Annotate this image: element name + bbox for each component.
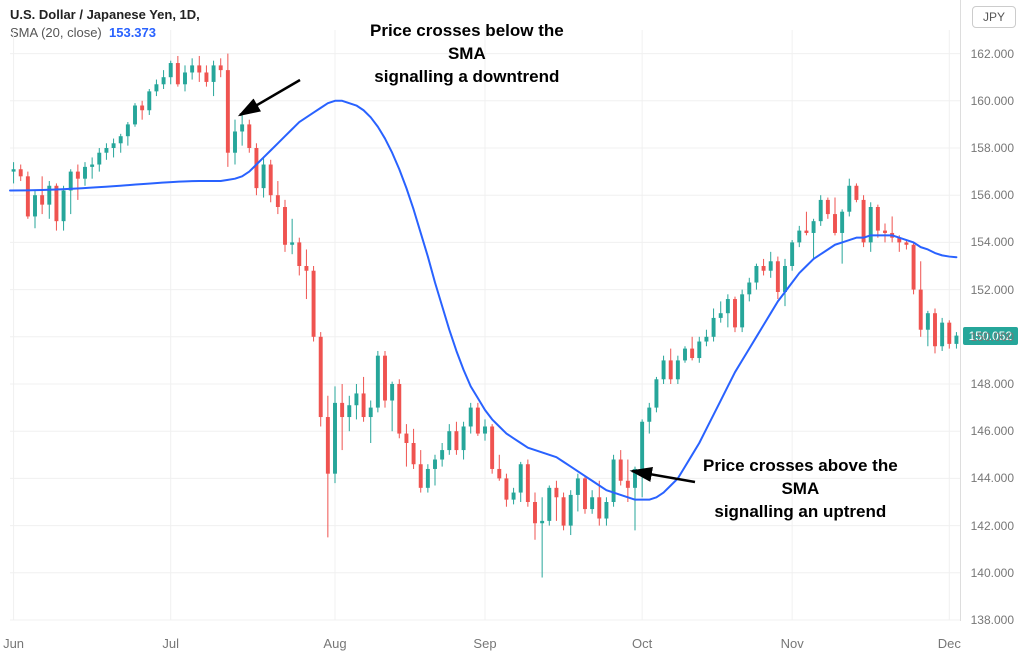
y-axis-tick-label: 162.000: [971, 47, 1014, 61]
x-axis-tick-label: Dec: [938, 636, 961, 651]
y-axis-tick-label: 152.000: [971, 283, 1014, 297]
x-axis-tick-label: Sep: [473, 636, 496, 651]
y-axis-tick-label: 142.000: [971, 519, 1014, 533]
y-axis-tick-label: 146.000: [971, 424, 1014, 438]
y-axis-tick-label: 154.000: [971, 235, 1014, 249]
chart-container: U.S. Dollar / Japanese Yen, 1D, SMA (20,…: [0, 0, 1024, 661]
y-axis-tick-label: 160.000: [971, 94, 1014, 108]
x-axis-tick-label: Nov: [781, 636, 804, 651]
y-axis-tick-label: 148.000: [971, 377, 1014, 391]
x-axis-tick-label: Jun: [3, 636, 24, 651]
x-axis-tick-label: Oct: [632, 636, 652, 651]
y-axis-tick-label: 150.000: [971, 330, 1014, 344]
y-axis-tick-label: 158.000: [971, 141, 1014, 155]
price-chart[interactable]: [0, 0, 1024, 661]
x-axis-tick-label: Aug: [323, 636, 346, 651]
y-axis-tick-label: 140.000: [971, 566, 1014, 580]
y-axis-separator: [960, 0, 961, 621]
y-axis-tick-label: 156.000: [971, 188, 1014, 202]
y-axis-tick-label: 138.000: [971, 613, 1014, 627]
x-axis-tick-label: Jul: [162, 636, 179, 651]
y-axis-tick-label: 144.000: [971, 471, 1014, 485]
